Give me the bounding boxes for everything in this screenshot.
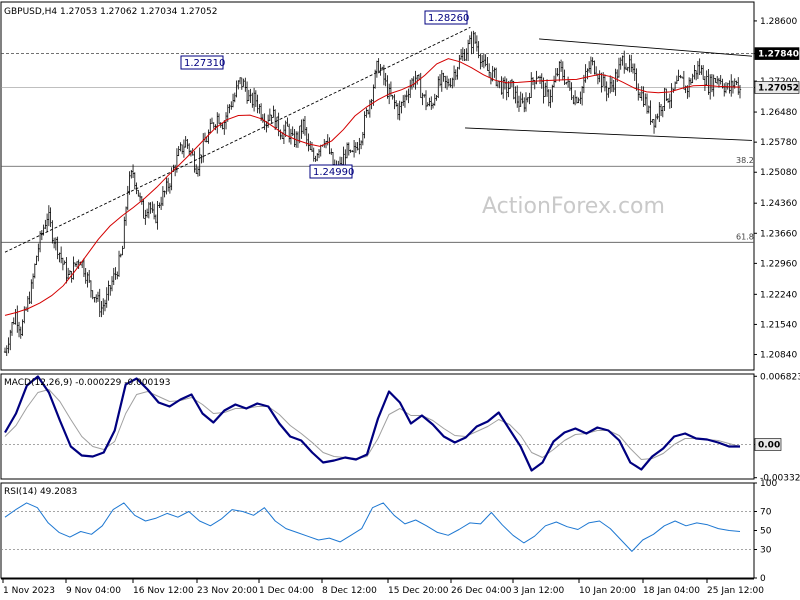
rsi-line xyxy=(4,502,741,552)
x-tick-label: 8 Dec 12:00 xyxy=(322,586,377,596)
macd-frame xyxy=(0,373,755,480)
price-ytick-label: 1.22960 xyxy=(760,259,797,269)
price-badge xyxy=(754,81,800,94)
callout-label-peak: 1.28260 xyxy=(428,13,469,24)
x-tick-label: 9 Nov 04:00 xyxy=(66,586,121,596)
moving-average-line xyxy=(4,58,741,316)
price-ytick-label: 1.22240 xyxy=(760,290,797,300)
price-ytick-label: 1.25080 xyxy=(760,168,797,178)
rising-trendline xyxy=(4,26,471,253)
callout-box-dec-low xyxy=(309,164,353,179)
x-tick-label: 1 Nov 2023 xyxy=(3,586,55,596)
macd-ytick-label: 0.006823 xyxy=(760,372,800,382)
macd-ytick-label: -0.003321 xyxy=(760,474,800,484)
x-tick-label: 1 Dec 04:00 xyxy=(259,586,314,596)
rsi-ytick-label: 70 xyxy=(760,508,772,518)
x-tick-label: 26 Dec 04:00 xyxy=(451,586,512,596)
callout-label-dec-low: 1.24990 xyxy=(313,167,354,178)
fibo-label: 38.2 xyxy=(736,156,754,165)
x-tick-label: 10 Jan 20:00 xyxy=(579,586,636,596)
price-badge-label: 1.27052 xyxy=(758,83,799,93)
price-ytick-label: 1.24360 xyxy=(760,199,797,209)
macd-zero-badge xyxy=(754,438,782,451)
rsi-ytick-label: 100 xyxy=(760,479,777,489)
rsi-ytick-label: 0 xyxy=(760,574,766,584)
price-ytick-label: 1.23660 xyxy=(760,229,797,239)
macd-line xyxy=(4,375,740,472)
x-tick-label: 16 Nov 12:00 xyxy=(133,586,194,596)
rsi-ytick-label: 50 xyxy=(760,527,772,537)
callout-box-nov-high xyxy=(180,55,224,70)
rsi-frame xyxy=(0,482,755,579)
rsi-ytick-label: 30 xyxy=(760,546,772,556)
price-ytick-label: 1.28600 xyxy=(760,17,797,27)
macd-signal-line xyxy=(4,389,741,460)
macd-zero-badge-label: 0.00 xyxy=(758,441,780,451)
price-badge xyxy=(754,47,800,60)
x-tick-label: 3 Jan 12:00 xyxy=(513,586,565,596)
channel-top-line xyxy=(539,38,753,57)
price-ytick-label: 1.21540 xyxy=(760,320,797,330)
price-ytick-label: 1.26480 xyxy=(760,108,797,118)
x-tick-label: 25 Jan 12:00 xyxy=(707,586,764,596)
price-frame xyxy=(0,1,755,371)
callout-box-peak xyxy=(424,10,468,25)
price-ytick-label: 1.25780 xyxy=(760,138,797,148)
x-tick-label: 18 Jan 04:00 xyxy=(643,586,700,596)
x-tick-label: 23 Nov 20:00 xyxy=(197,586,258,596)
x-tick-label: 15 Dec 20:00 xyxy=(388,586,449,596)
price-ytick-label: 1.20840 xyxy=(760,351,797,361)
channel-bottom-line xyxy=(465,127,753,141)
callout-label-nov-high: 1.27310 xyxy=(184,58,225,69)
price-badge-label: 1.27840 xyxy=(758,50,799,60)
fibo-label: 61.8 xyxy=(736,232,754,241)
